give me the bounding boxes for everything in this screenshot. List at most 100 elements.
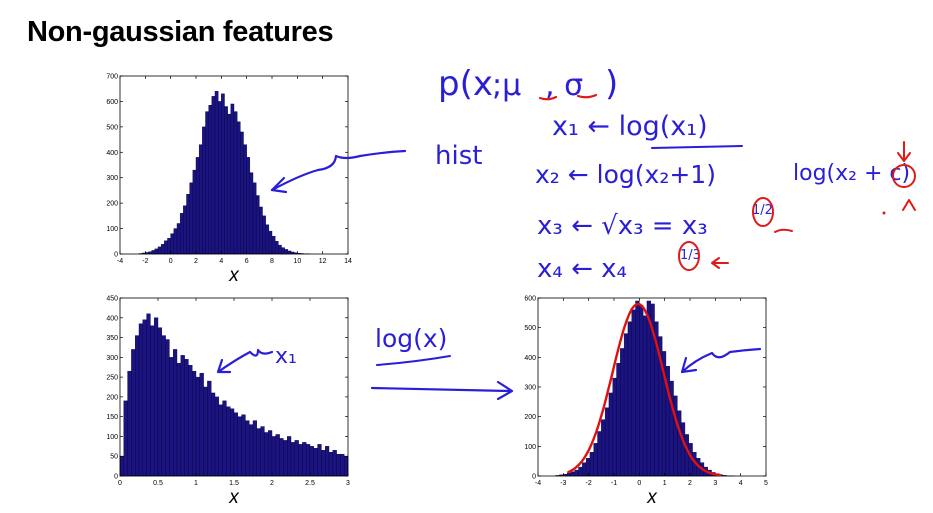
histogram-bar <box>146 313 151 477</box>
histogram-bar <box>313 448 318 477</box>
histogram-bar <box>160 244 165 255</box>
histogram-bar <box>268 230 273 255</box>
x2-assign: x₂ ← log(x₂+1) <box>535 160 716 189</box>
histogram-bar <box>286 436 292 477</box>
underline-logx <box>376 355 451 366</box>
histogram-bar <box>294 440 299 477</box>
y-tick-label: 350 <box>106 335 118 342</box>
circle-c <box>892 164 916 188</box>
y-tick-label: 0 <box>114 474 118 481</box>
histogram-bar <box>135 335 140 477</box>
slide-title: Non-gaussian features <box>27 16 334 48</box>
x-tick-label: 6 <box>245 258 249 265</box>
histogram-bar <box>202 126 206 255</box>
underline-log-x1 <box>651 145 743 149</box>
histogram-bar <box>240 131 244 255</box>
histogram-bar <box>252 420 257 477</box>
histogram-bar <box>153 317 159 477</box>
histogram-bar <box>217 101 222 255</box>
x-axis-label: x <box>646 487 658 508</box>
y-tick-label: 300 <box>524 385 536 392</box>
histogram-bar <box>236 121 241 255</box>
histogram-bar <box>642 315 648 477</box>
histogram-bar <box>131 349 136 477</box>
histogram-bar <box>608 392 613 477</box>
histogram-bar <box>684 434 689 477</box>
histogram-bar <box>616 363 621 477</box>
red-dot <box>882 211 886 215</box>
histogram-bar <box>290 442 295 477</box>
histogram-bar <box>271 235 276 255</box>
histogram-bar <box>214 396 219 477</box>
formula-close-text: ) <box>605 64 618 104</box>
histogram-bar <box>229 408 235 477</box>
histogram-bar <box>183 205 187 255</box>
histogram-bar <box>281 247 285 255</box>
histogram-bar <box>574 469 579 477</box>
histogram-bar <box>179 213 184 255</box>
histogram-bar <box>267 430 273 477</box>
histogram-bar <box>646 300 651 477</box>
y-tick-label: 500 <box>524 325 536 332</box>
histogram-bar <box>324 446 330 477</box>
histogram-bar <box>157 327 162 477</box>
x-tick-label: -4 <box>535 480 541 487</box>
y-tick-label: 300 <box>106 175 118 182</box>
histogram-bar <box>199 372 204 477</box>
histogram-bar <box>260 426 265 477</box>
histogram-skewed: 0 0.5 1 1.5 2 2.5 3 0 50 100 150 200 250 300 350 400 450… <box>106 296 350 509</box>
histogram-bar <box>151 250 156 255</box>
histogram-bar <box>170 233 175 255</box>
x3-assign: x₃ ← √x₃ = x₃ <box>537 211 708 241</box>
x-tick-label: 0 <box>169 258 173 265</box>
histogram-bar <box>208 105 213 255</box>
x-tick-label: -2 <box>586 480 592 487</box>
x-tick-label: -1 <box>611 480 617 487</box>
histogram-bar <box>612 377 617 477</box>
histogram-bar <box>589 452 594 477</box>
histogram-bar <box>283 440 288 477</box>
y-tick-label: 600 <box>524 296 536 303</box>
histogram-bar <box>150 325 155 477</box>
x-tick-label: 12 <box>319 258 327 265</box>
histogram-bar <box>336 454 341 477</box>
histogram-bar <box>298 444 303 477</box>
y-tick-label: 400 <box>106 150 118 157</box>
x-tick-label: 14 <box>344 258 352 265</box>
histogram-bar <box>623 333 629 477</box>
x-tick-label: 1 <box>194 480 198 487</box>
histogram-bar <box>230 103 235 255</box>
transform-arrow <box>370 380 514 401</box>
histogram-bar <box>582 462 587 477</box>
x-tick-label: 2 <box>270 480 274 487</box>
histogram-bar <box>249 172 254 255</box>
side-expression: log(x₂ + c) <box>793 161 910 186</box>
histogram-bar <box>673 395 678 477</box>
histogram-bar <box>278 244 282 255</box>
histogram-bar <box>227 113 232 255</box>
histogram-bar <box>167 238 171 255</box>
histogram-bar <box>195 376 200 477</box>
x-axis-label: x <box>228 487 240 508</box>
histogram-bar <box>169 357 174 477</box>
histogram-bar <box>284 249 289 255</box>
histogram-bar <box>205 111 209 255</box>
logx-label: log(x) <box>375 324 447 353</box>
y-tick-label: 500 <box>106 124 118 131</box>
histogram-bar <box>241 414 246 477</box>
underline-mu <box>538 95 558 101</box>
x-tick-label: 8 <box>270 258 274 265</box>
histogram-bar <box>344 456 349 477</box>
histogram-bar <box>184 359 189 477</box>
histogram-bar <box>566 472 572 477</box>
histogram-bar <box>317 444 322 477</box>
histogram-bar <box>271 436 276 477</box>
x-tick-label: -3 <box>560 480 566 487</box>
histogram-bar <box>680 422 686 477</box>
histogram-bar <box>620 348 625 477</box>
histogram-bar <box>593 443 598 477</box>
red-arrow-x4 <box>711 257 729 269</box>
histogram-bar <box>203 386 208 477</box>
histogram-bar <box>176 223 181 255</box>
circle-x4-exponent <box>678 241 700 271</box>
